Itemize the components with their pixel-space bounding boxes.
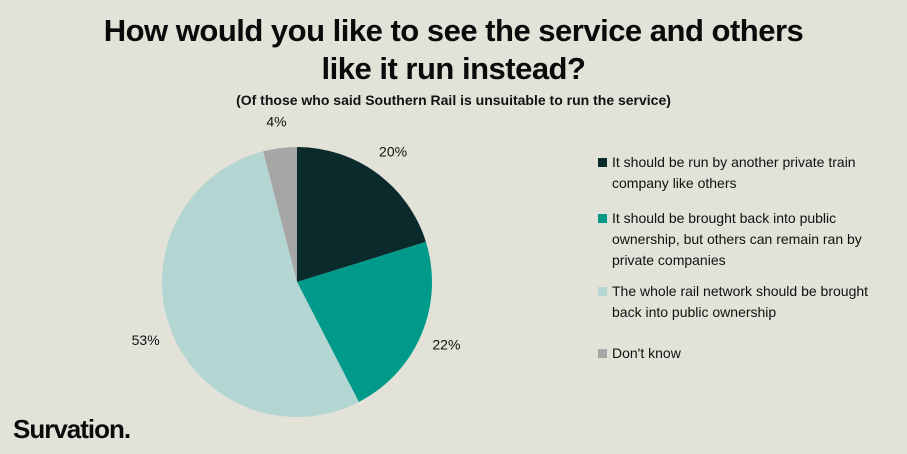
chart-title-line-2: like it run instead? <box>321 51 586 86</box>
legend-item-dont-know: Don't know <box>598 343 898 364</box>
legend-swatch <box>598 158 607 167</box>
data-label-full-public: 53% <box>132 332 160 348</box>
slice-full-public <box>161 151 359 418</box>
slice-partial-public <box>297 241 432 402</box>
legend: It should be run by another private trai… <box>598 152 898 364</box>
survation-logo: Survation. <box>13 414 131 444</box>
legend-label: Don't know <box>612 345 681 361</box>
data-label-partial-public: 22% <box>432 337 460 353</box>
legend-label: It should be brought back into public ow… <box>612 210 862 268</box>
chart-title-line-1: How would you like to see the service an… <box>103 13 804 48</box>
slice-private-operator <box>297 147 426 282</box>
legend-swatch <box>598 287 607 296</box>
legend-item-full-public: The whole rail network should be brought… <box>598 281 898 323</box>
legend-item-partial-public: It should be brought back into public ow… <box>598 208 898 271</box>
data-label-private-operator: 20% <box>379 144 407 160</box>
legend-item-private-operator: It should be run by another private trai… <box>598 152 898 194</box>
slice-dont-know <box>263 147 297 282</box>
chart-subtitle: (Of those who said Southern Rail is unsu… <box>236 92 671 108</box>
legend-label: The whole rail network should be brought… <box>612 283 869 320</box>
chart-title: How would you like to see the service an… <box>0 12 907 88</box>
legend-swatch <box>598 214 607 223</box>
legend-swatch <box>598 349 607 358</box>
legend-label: It should be run by another private trai… <box>612 154 856 191</box>
data-label-dont-know: 4% <box>266 113 286 129</box>
